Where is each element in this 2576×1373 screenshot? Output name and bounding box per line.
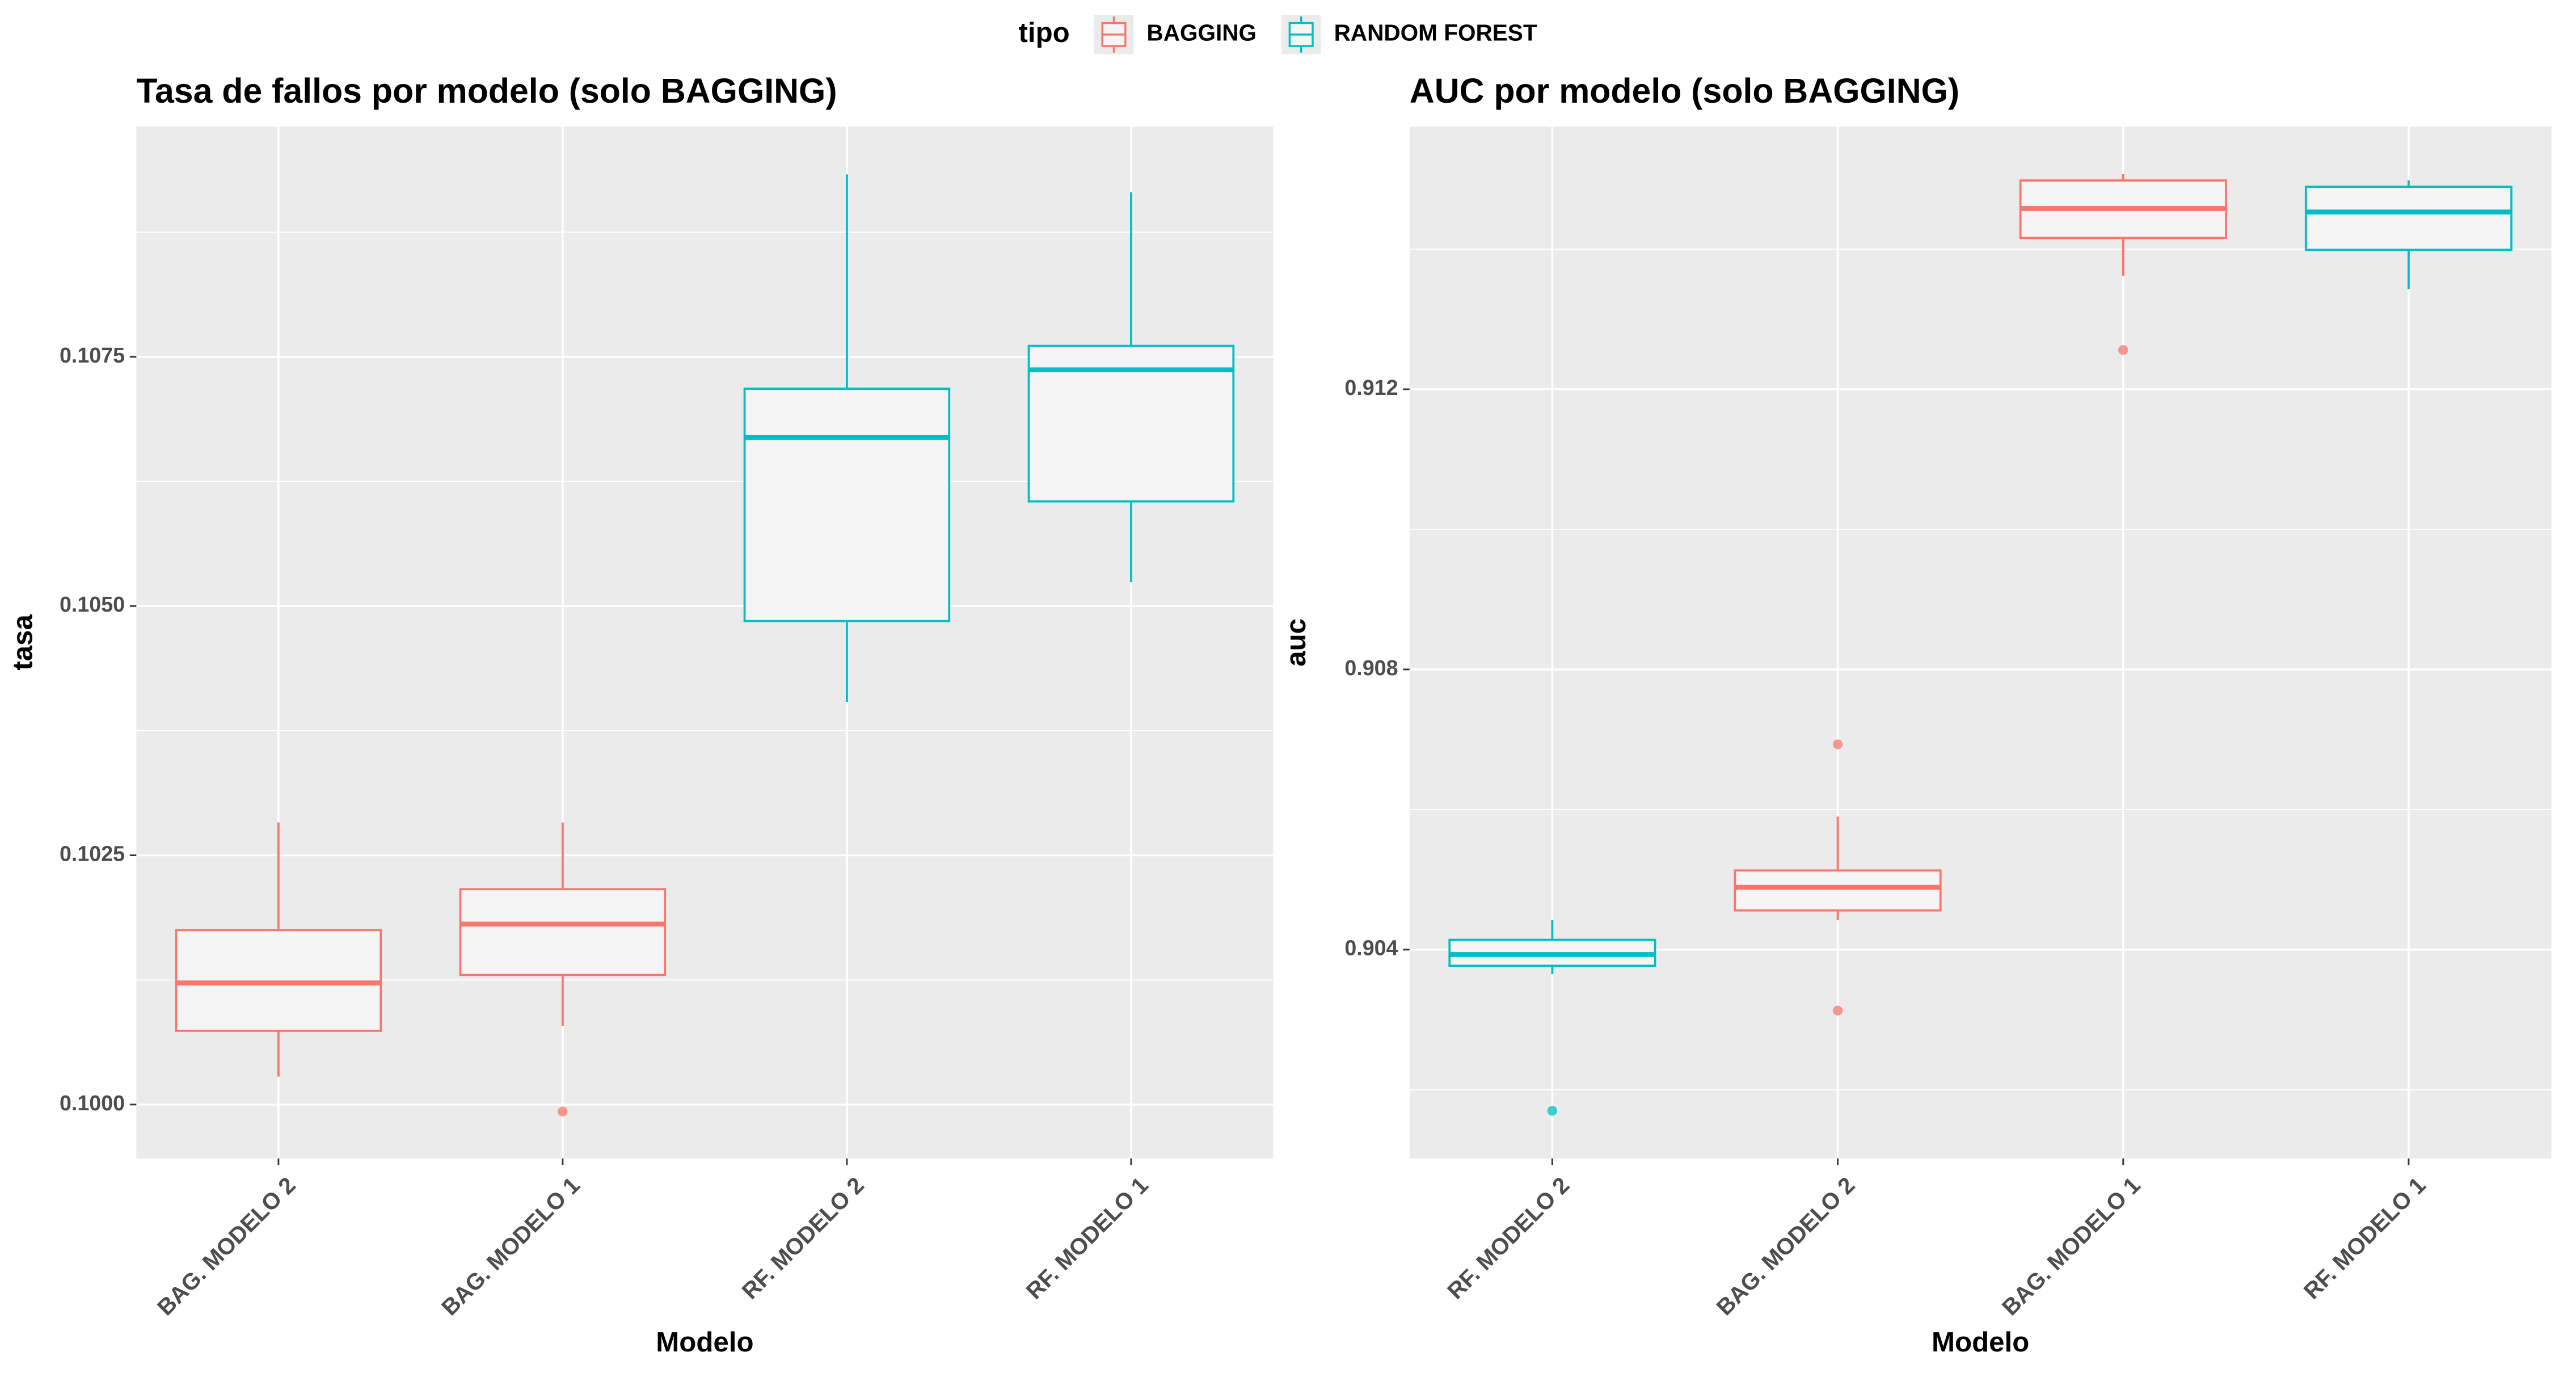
- chart-title: AUC por modelo (solo BAGGING): [1410, 71, 1959, 110]
- y-axis-title: tasa: [7, 614, 38, 671]
- outlier: [1547, 1106, 1558, 1116]
- x-tick-label: RF. MODELO 1: [1021, 1172, 1153, 1304]
- y-tick-label: 0.1075: [60, 343, 125, 367]
- box: [459, 888, 667, 976]
- chart-title: Tasa de fallos por modelo (solo BAGGING): [136, 71, 837, 110]
- x-tick-label: BAG. MODELO 2: [1711, 1172, 1860, 1320]
- outlier: [1832, 739, 1843, 749]
- y-tick-label: 0.1000: [60, 1091, 125, 1115]
- box: [175, 929, 382, 1032]
- box: [743, 388, 951, 622]
- x-axis-title: Modelo: [1932, 1326, 2029, 1358]
- y-tick-label: 0.912: [1344, 376, 1398, 399]
- y-tick-label: 0.1050: [60, 592, 125, 616]
- panel-bg: [1409, 127, 2552, 1159]
- y-tick-label: 0.904: [1344, 936, 1398, 960]
- y-tick-label: 0.1025: [60, 841, 125, 865]
- y-axis-title: auc: [1280, 618, 1312, 667]
- x-tick-label: BAG. MODELO 1: [1997, 1172, 2145, 1320]
- x-tick-label: BAG. MODELO 2: [152, 1172, 301, 1320]
- outlier: [558, 1106, 568, 1117]
- box: [2304, 186, 2512, 251]
- outlier: [1832, 1005, 1843, 1016]
- x-axis-title: Modelo: [656, 1326, 753, 1358]
- outlier: [2118, 345, 2128, 355]
- legend-title: tipo: [1019, 17, 1070, 48]
- y-tick-label: 0.908: [1344, 656, 1398, 680]
- box: [1734, 869, 1942, 912]
- x-tick-label: RF. MODELO 2: [1442, 1172, 1574, 1304]
- legend-label: BAGGING: [1146, 20, 1257, 46]
- legend-label: RANDOM FOREST: [1334, 20, 1537, 46]
- x-tick-label: BAG. MODELO 1: [436, 1172, 585, 1320]
- x-tick-label: RF. MODELO 2: [737, 1172, 869, 1304]
- x-tick-label: RF. MODELO 1: [2299, 1172, 2431, 1304]
